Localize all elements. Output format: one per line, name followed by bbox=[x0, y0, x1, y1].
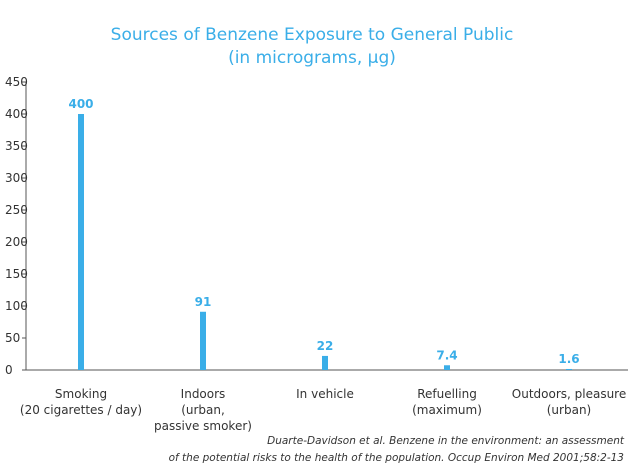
category-label-line: Outdoors, pleasure bbox=[512, 387, 626, 401]
category-label-line: (urban) bbox=[547, 403, 591, 417]
source-citation-line-2: of the potential risks to the health of … bbox=[169, 452, 624, 464]
category-label: In vehicle bbox=[296, 387, 354, 401]
category-label-line: In vehicle bbox=[296, 387, 354, 401]
category-label: Indoors (urban, passive smoker) bbox=[154, 387, 252, 433]
category-label: Outdoors, pleasure (urban) bbox=[512, 387, 626, 417]
category-labels: Smoking (20 cigarettes / day) Indoors (urba… bbox=[20, 387, 626, 433]
y-tick-label: 100 bbox=[5, 299, 28, 313]
bar-value-label: 22 bbox=[317, 339, 334, 353]
bar bbox=[444, 365, 450, 370]
category-label-line: passive smoker) bbox=[154, 419, 252, 433]
y-axis-ticks: 0 50 100 150 200 250 300 350 400 450 bbox=[5, 75, 28, 377]
chart-title: Sources of Benzene Exposure to General P… bbox=[111, 25, 514, 45]
y-tick-label: 0 bbox=[5, 363, 13, 377]
category-label-line: Indoors bbox=[181, 387, 226, 401]
category-label-line: Smoking bbox=[55, 387, 107, 401]
y-tick-label: 50 bbox=[5, 331, 20, 345]
y-tick-label: 200 bbox=[5, 235, 28, 249]
y-tick-label: 400 bbox=[5, 107, 28, 121]
bar bbox=[322, 355, 328, 370]
y-tick-label: 350 bbox=[5, 139, 28, 153]
category-label: Smoking (20 cigarettes / day) bbox=[20, 387, 142, 417]
y-tick-label: 300 bbox=[5, 171, 28, 185]
category-label-line: (urban, bbox=[181, 403, 225, 417]
source-citation-line-1: Duarte-Davidson et al. Benzene in the en… bbox=[267, 435, 625, 447]
bar-value-label: 91 bbox=[195, 295, 212, 309]
chart-subtitle: (in micrograms, µg) bbox=[228, 48, 396, 68]
bar bbox=[78, 114, 84, 370]
category-label-line: (20 cigarettes / day) bbox=[20, 403, 142, 417]
bar-value-label: 7.4 bbox=[436, 348, 457, 362]
category-label-line: Refuelling bbox=[417, 387, 477, 401]
category-label: Refuelling (maximum) bbox=[412, 387, 482, 417]
y-tick-label: 250 bbox=[5, 203, 28, 217]
bars bbox=[78, 114, 572, 370]
category-label-line: (maximum) bbox=[412, 403, 482, 417]
y-tick-label: 150 bbox=[5, 267, 28, 281]
bar bbox=[200, 311, 206, 370]
bar bbox=[566, 368, 572, 370]
y-tick-label: 450 bbox=[5, 75, 28, 89]
bar-value-label: 400 bbox=[68, 97, 93, 111]
bar-value-label: 1.6 bbox=[558, 352, 579, 366]
value-labels: 400 91 22 7.4 1.6 bbox=[68, 97, 579, 366]
